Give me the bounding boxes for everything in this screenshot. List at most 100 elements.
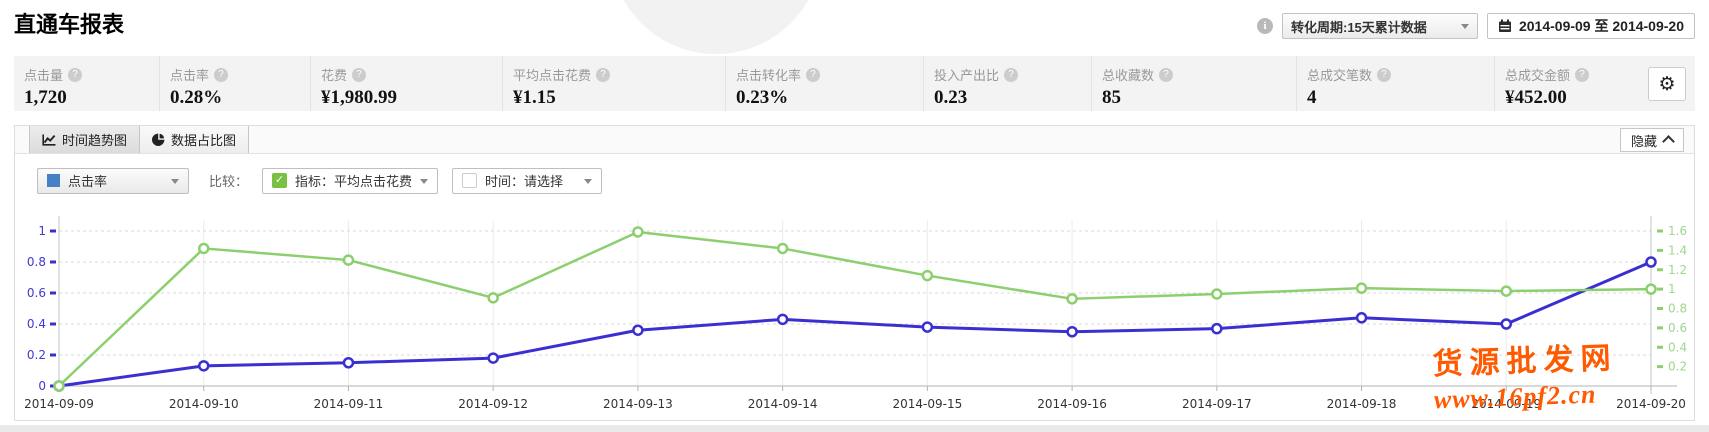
svg-text:2014-09-19: 2014-09-19 <box>1471 397 1541 411</box>
series-1-markers[interactable] <box>53 226 1657 392</box>
stat-label-text: 点击率 <box>170 68 210 83</box>
svg-text:1.6: 1.6 <box>1668 224 1687 238</box>
svg-text:1: 1 <box>1668 282 1676 296</box>
stat-label-text: 总成交金额 <box>1505 68 1571 83</box>
svg-text:2014-09-14: 2014-09-14 <box>748 397 818 411</box>
trend-chart-area: 0 0.2 0.4 0.6 0.8 1 0.2 0.4 0.6 0.8 1 1.2 1.4 1.6 2014… <box>15 194 1694 425</box>
chart-panel: 时间趋势图 数据占比图 隐藏 点击率 比较： ✓ 指标：平均点击花费 时 <box>14 125 1695 421</box>
chevron-down-icon <box>420 178 429 188</box>
stat-value: ¥452.00 <box>1505 87 1567 108</box>
date-range-label: 2014-09-09 至 2014-09-20 <box>1518 18 1684 34</box>
svg-text:2014-09-20: 2014-09-20 <box>1616 397 1686 411</box>
tab-data-proportion-label: 数据占比图 <box>171 133 237 148</box>
stat-label: 点击转化率? <box>736 65 923 84</box>
stat-label-text: 点击量 <box>24 68 64 83</box>
info-icon[interactable]: i <box>1256 18 1273 34</box>
chevron-down-icon <box>171 178 179 188</box>
stat-value: 1,720 <box>24 87 67 108</box>
stat-value: 85 <box>1102 87 1121 108</box>
bottom-scrollbar-track[interactable] <box>0 425 1709 432</box>
svg-text:2014-09-12: 2014-09-12 <box>458 397 528 411</box>
stat-label: 总成交笔数? <box>1307 65 1494 84</box>
stat-cell-4: 点击转化率? 0.23% <box>726 56 924 111</box>
stat-value: 4 <box>1307 87 1317 108</box>
stat-cell-1: 点击率? 0.28% <box>160 56 311 111</box>
time-select-dropdown[interactable]: 时间：请选择 <box>452 167 603 194</box>
conversion-period-dropdown[interactable]: 转化周期:15天累计数据 <box>1281 13 1478 39</box>
series-0[interactable] <box>58 260 1652 388</box>
help-icon[interactable]: ? <box>214 67 229 82</box>
tab-data-proportion[interactable]: 数据占比图 <box>139 126 250 153</box>
svg-text:1.4: 1.4 <box>1668 243 1687 257</box>
chevron-up-icon <box>1662 135 1675 148</box>
left-axis-labels: 0 0.2 0.4 0.6 0.8 1 <box>27 224 56 393</box>
metric-select-dropdown[interactable]: 点击率 <box>37 167 189 194</box>
chart-grid <box>53 216 1677 394</box>
stat-value: 0.23 <box>934 87 968 108</box>
right-axis-labels: 0.2 0.4 0.6 0.8 1 1.2 1.4 1.6 <box>1657 224 1687 374</box>
stat-label-text: 平均点击花费 <box>513 68 592 83</box>
svg-text:0.2: 0.2 <box>1668 360 1687 374</box>
stat-label: 总成交金额? <box>1505 65 1695 84</box>
stat-label-text: 投入产出比 <box>934 68 1000 83</box>
svg-text:2014-09-13: 2014-09-13 <box>603 397 673 411</box>
stat-label: 总收藏数? <box>1102 65 1296 84</box>
svg-text:2014-09-09: 2014-09-09 <box>24 397 94 411</box>
help-icon[interactable]: ? <box>1159 67 1174 82</box>
chevron-down-icon <box>584 178 593 188</box>
svg-text:0.8: 0.8 <box>27 255 46 269</box>
stat-cell-3: 平均点击花费? ¥1.15 <box>503 56 726 111</box>
stat-label: 花费? <box>321 65 502 84</box>
svg-text:0.2: 0.2 <box>27 348 46 362</box>
help-icon[interactable]: ? <box>596 67 611 82</box>
help-icon[interactable]: ? <box>352 67 367 82</box>
time-select-label: 时间：请选择 <box>485 174 564 189</box>
header-controls: i 转化周期:15天累计数据 2014-09-09 至 2014-09-20 <box>1256 13 1695 39</box>
series-1[interactable] <box>58 230 1652 387</box>
stat-cell-8: 总成交金额? ¥452.00 <box>1495 56 1695 111</box>
header: 直通车报表 i 转化周期:15天累计数据 2014-09-09 至 2014-0… <box>14 0 1695 50</box>
svg-text:2014-09-15: 2014-09-15 <box>892 397 962 411</box>
settings-button[interactable]: ⚙ <box>1648 67 1686 101</box>
stat-value: 0.28% <box>170 87 223 108</box>
indicator-checkbox[interactable]: ✓ <box>272 173 288 188</box>
indicator-select-label: 指标：平均点击花费 <box>295 174 413 189</box>
page-title: 直通车报表 <box>14 12 125 37</box>
stat-cell-2: 花费? ¥1,980.99 <box>311 56 503 111</box>
svg-text:0.4: 0.4 <box>27 317 46 331</box>
metric-legend-swatch <box>47 174 60 187</box>
tab-row: 时间趋势图 数据占比图 隐藏 <box>15 126 1694 154</box>
help-icon[interactable]: ? <box>1575 67 1590 82</box>
indicator-select-dropdown[interactable]: ✓ 指标：平均点击花费 <box>262 167 439 194</box>
help-icon[interactable]: ? <box>68 67 83 82</box>
stat-value: 0.23% <box>736 87 789 108</box>
stat-label: 平均点击花费? <box>513 65 725 84</box>
tab-time-trend[interactable]: 时间趋势图 <box>29 126 141 153</box>
conversion-period-label: 转化周期:15天累计数据 <box>1290 19 1427 35</box>
svg-text:1.2: 1.2 <box>1668 263 1687 277</box>
hide-button[interactable]: 隐藏 <box>1619 128 1684 152</box>
stat-cell-5: 投入产出比? 0.23 <box>924 56 1092 111</box>
svg-text:2014-09-18: 2014-09-18 <box>1327 397 1397 411</box>
stats-cells: 点击量? 1,720 点击率? 0.28% 花费? ¥1,980.99 平均点击花费? ¥1.… <box>14 56 1695 111</box>
time-checkbox[interactable] <box>462 173 478 188</box>
line-chart-icon <box>42 134 56 146</box>
svg-text:2014-09-10: 2014-09-10 <box>169 397 239 411</box>
svg-text:0.6: 0.6 <box>1668 321 1687 335</box>
stat-value: ¥1,980.99 <box>321 87 397 108</box>
metric-select-label: 点击率 <box>68 174 108 189</box>
chevron-down-icon <box>1460 24 1469 33</box>
svg-text:0.4: 0.4 <box>1668 340 1687 354</box>
stat-label-text: 点击转化率 <box>736 68 802 83</box>
x-axis-labels: 2014-09-09 2014-09-10 2014-09-11 2014-09-12… <box>24 397 1686 411</box>
help-icon[interactable]: ? <box>806 67 821 82</box>
help-icon[interactable]: ? <box>1004 67 1019 82</box>
stat-cell-7: 总成交笔数? 4 <box>1297 56 1495 111</box>
gear-icon: ⚙ <box>1658 73 1676 95</box>
help-icon[interactable]: ? <box>1377 67 1392 82</box>
stat-label-text: 总收藏数 <box>1102 68 1155 83</box>
date-range-picker[interactable]: 2014-09-09 至 2014-09-20 <box>1486 13 1695 39</box>
svg-text:0.6: 0.6 <box>27 286 46 300</box>
filter-row: 点击率 比较： ✓ 指标：平均点击花费 时间：请选择 <box>15 154 1694 194</box>
svg-text:1: 1 <box>38 224 46 238</box>
